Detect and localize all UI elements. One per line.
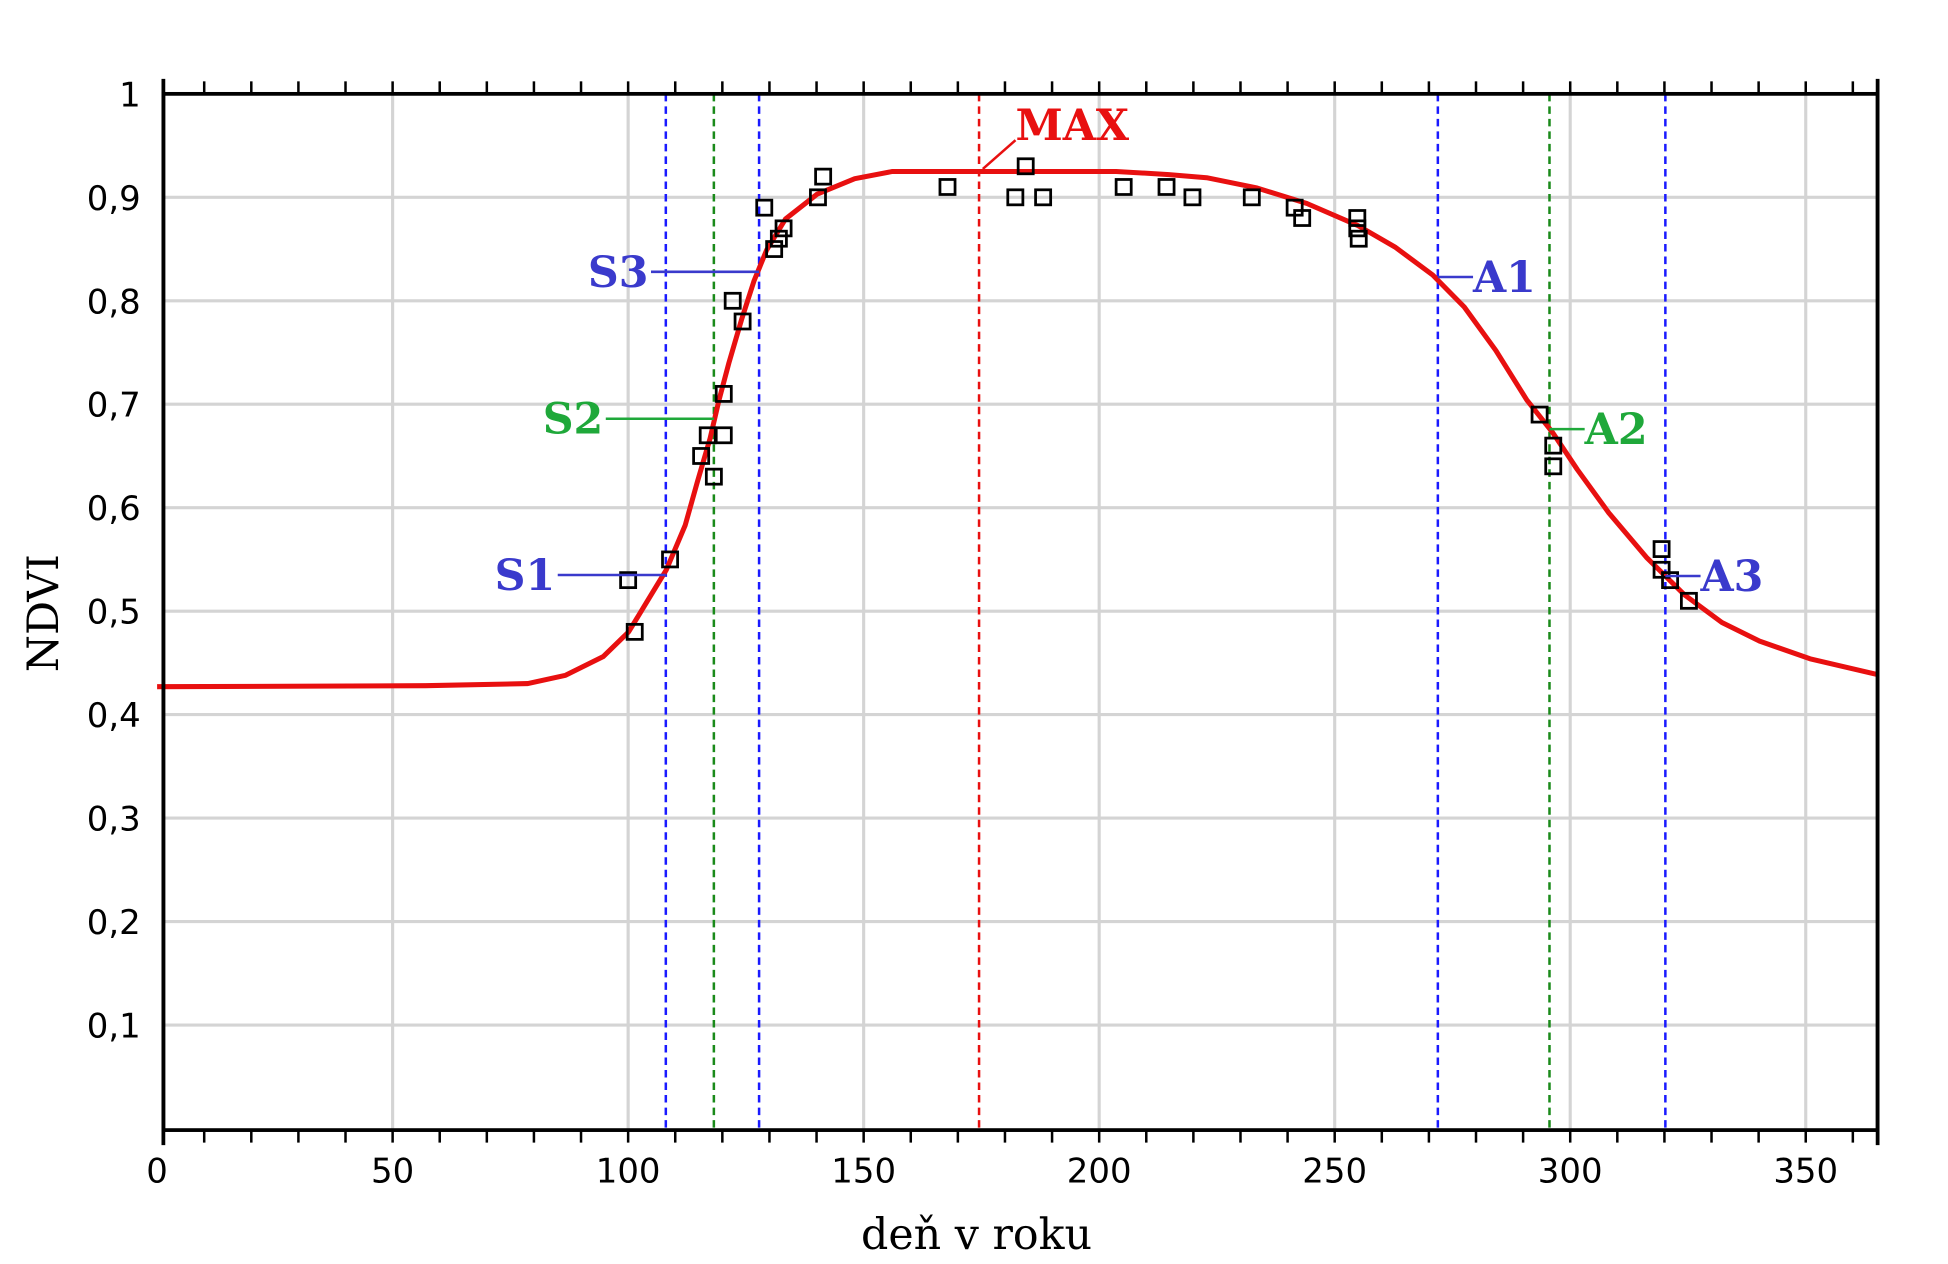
x-tick-label: 350 [1773, 1152, 1838, 1191]
y-tick-label: 0,4 [87, 696, 141, 735]
x-tick-label: 200 [1067, 1152, 1132, 1191]
grid [163, 93, 1878, 1131]
x-tick-label: 300 [1538, 1152, 1603, 1191]
observation-point [1034, 188, 1053, 207]
observation-point [619, 571, 638, 590]
observation-point [1157, 178, 1176, 196]
observation-point [1652, 540, 1671, 558]
observation-point [704, 467, 723, 486]
observation-point [809, 188, 827, 207]
observation-point [733, 312, 752, 331]
observation-point [1006, 188, 1025, 207]
observation-point [765, 240, 784, 258]
observation-point [723, 291, 742, 310]
observation-point [938, 178, 957, 196]
marker-label-s2: S2 [543, 395, 604, 445]
observation-point [1349, 229, 1368, 248]
x-tick-label: 0 [146, 1152, 168, 1191]
x-tick-label: 100 [596, 1152, 661, 1191]
marker-label-a3: A3 [1700, 552, 1764, 602]
x-tick-label: 250 [1302, 1152, 1367, 1191]
observation-point [1183, 188, 1202, 207]
y-axis-title: NDVI [19, 554, 69, 672]
y-tick-label: 0,8 [87, 282, 141, 321]
observation-point [1293, 209, 1312, 227]
y-tick-label: 0,2 [87, 903, 141, 942]
y-tick-label: 0,5 [87, 593, 141, 632]
tick-labels: 0 50 100 150 200 250 300 350 0,1 0,2 0,3 0,4 0,5 0,6 0… [87, 75, 1838, 1190]
y-tick-label: 0,3 [87, 800, 141, 839]
fitted-curve [157, 168, 1877, 690]
observation-point [1114, 178, 1133, 196]
observation-point [1530, 405, 1549, 424]
observation-point [1016, 157, 1035, 176]
marker-label-s1: S1 [495, 551, 556, 601]
observation-point [814, 167, 833, 186]
observation-points [619, 157, 1698, 641]
observation-point [1544, 457, 1563, 476]
x-axis-title: deň v roku [861, 1210, 1092, 1260]
y-tick-label: 0,7 [87, 386, 141, 425]
y-tick-label: 1 [119, 75, 141, 114]
marker-label-s3: S3 [588, 248, 649, 298]
y-tick-label: 0,1 [87, 1007, 141, 1046]
observation-point [692, 447, 711, 465]
marker-label-max-leader [981, 139, 1017, 170]
marker-labels: S1 S2 S3 MAX A1 A2 A3 [495, 101, 1764, 602]
x-tick-label: 150 [831, 1152, 896, 1191]
x-tick-label: 50 [371, 1152, 414, 1191]
marker-label-a1: A1 [1472, 253, 1536, 303]
observation-point [1544, 436, 1563, 455]
observation-point [1679, 591, 1698, 610]
axes [161, 78, 1880, 1146]
phenology-lines [664, 93, 1667, 1131]
y-tick-label: 0,6 [87, 489, 141, 528]
observation-point [774, 219, 793, 238]
marker-label-a2: A2 [1584, 405, 1648, 455]
observation-point [714, 426, 733, 445]
marker-label-max: MAX [1016, 101, 1130, 151]
observation-point [1242, 188, 1261, 207]
observation-point [714, 385, 733, 403]
observation-point [1661, 571, 1679, 590]
observation-point [625, 622, 644, 641]
observation-point [1348, 219, 1367, 238]
observation-point [769, 229, 788, 248]
observation-point [661, 550, 679, 569]
observation-point [755, 198, 774, 217]
y-tick-label: 0,9 [87, 179, 141, 218]
observation-point [1348, 209, 1367, 227]
fitted-curve-line [157, 168, 1877, 690]
